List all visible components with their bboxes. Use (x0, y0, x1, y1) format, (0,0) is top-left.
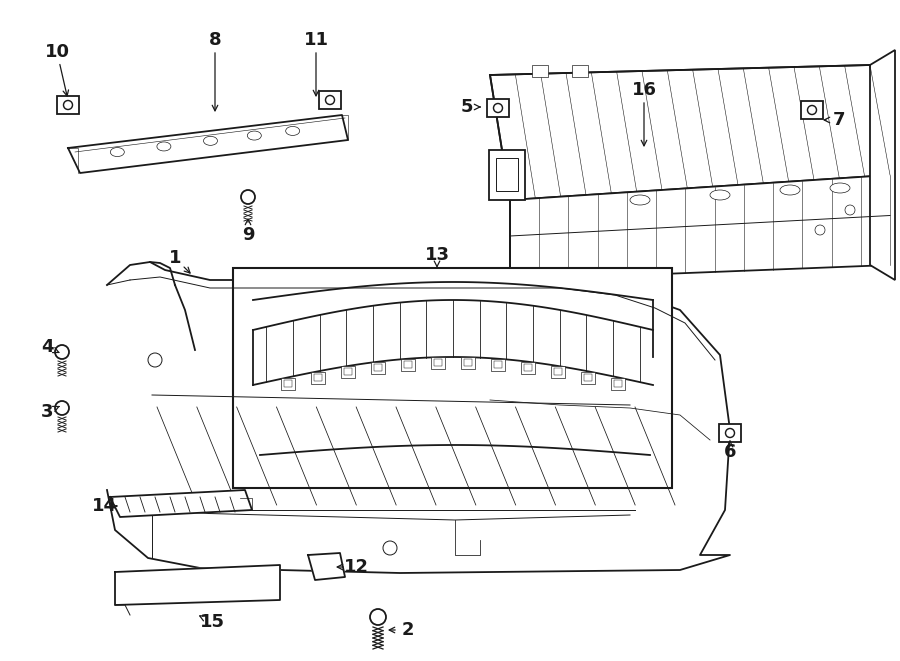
Bar (371, 362, 385, 374)
Text: 7: 7 (832, 111, 845, 129)
Bar (551, 366, 565, 379)
Polygon shape (870, 50, 895, 280)
Bar (461, 357, 475, 369)
Bar (344, 368, 352, 375)
Ellipse shape (203, 136, 218, 145)
Polygon shape (308, 553, 345, 580)
Text: 15: 15 (200, 613, 224, 631)
Circle shape (725, 428, 734, 438)
Circle shape (493, 104, 502, 112)
Ellipse shape (630, 195, 650, 205)
Bar (489, 150, 525, 200)
Text: 13: 13 (425, 246, 449, 264)
Text: 12: 12 (344, 558, 368, 576)
Bar (491, 359, 505, 371)
Bar (319, 91, 341, 109)
Circle shape (64, 100, 73, 110)
Ellipse shape (111, 147, 124, 157)
Bar (284, 380, 292, 387)
Bar (401, 359, 415, 371)
Bar (404, 361, 412, 368)
Bar (341, 366, 355, 379)
Text: 10: 10 (44, 43, 69, 61)
Bar (464, 359, 472, 366)
Circle shape (241, 190, 255, 204)
Polygon shape (107, 262, 730, 573)
Circle shape (148, 353, 162, 367)
Bar (801, 101, 823, 119)
Text: 5: 5 (461, 98, 473, 116)
Bar (233, 268, 672, 488)
Circle shape (55, 401, 69, 415)
Text: 1: 1 (169, 249, 181, 267)
Bar (281, 378, 295, 390)
Bar (521, 362, 535, 374)
Bar (494, 361, 502, 368)
Text: 3: 3 (40, 403, 53, 421)
Ellipse shape (157, 142, 171, 151)
Bar (524, 364, 532, 371)
Bar (434, 359, 442, 366)
Text: 4: 4 (40, 338, 53, 356)
Bar (311, 372, 325, 384)
Text: 11: 11 (303, 31, 328, 49)
Ellipse shape (710, 190, 730, 200)
Bar (581, 372, 595, 384)
Bar (572, 65, 588, 77)
Bar (719, 424, 741, 442)
Bar (496, 158, 518, 191)
Ellipse shape (780, 185, 800, 195)
Text: 6: 6 (724, 443, 736, 461)
Bar (584, 374, 592, 381)
Circle shape (326, 95, 335, 104)
Ellipse shape (285, 126, 300, 136)
Text: 9: 9 (242, 226, 254, 244)
Text: 8: 8 (209, 31, 221, 49)
Text: 2: 2 (401, 621, 414, 639)
Bar (532, 65, 548, 77)
Circle shape (55, 345, 69, 359)
Ellipse shape (830, 183, 850, 193)
Polygon shape (68, 115, 348, 173)
Bar (314, 374, 322, 381)
Bar (554, 368, 562, 375)
Bar (374, 364, 382, 371)
Circle shape (383, 541, 397, 555)
Circle shape (807, 106, 816, 114)
Text: 14: 14 (92, 497, 116, 515)
Text: 16: 16 (632, 81, 656, 99)
Bar (487, 99, 509, 117)
Circle shape (815, 225, 825, 235)
Polygon shape (490, 65, 890, 200)
Circle shape (370, 609, 386, 625)
Polygon shape (115, 565, 280, 605)
Polygon shape (110, 490, 252, 517)
Bar (611, 378, 625, 390)
Bar (57, 96, 79, 114)
Circle shape (845, 205, 855, 215)
Polygon shape (510, 175, 890, 280)
Bar (431, 357, 445, 369)
Bar (614, 380, 622, 387)
Ellipse shape (248, 131, 261, 140)
